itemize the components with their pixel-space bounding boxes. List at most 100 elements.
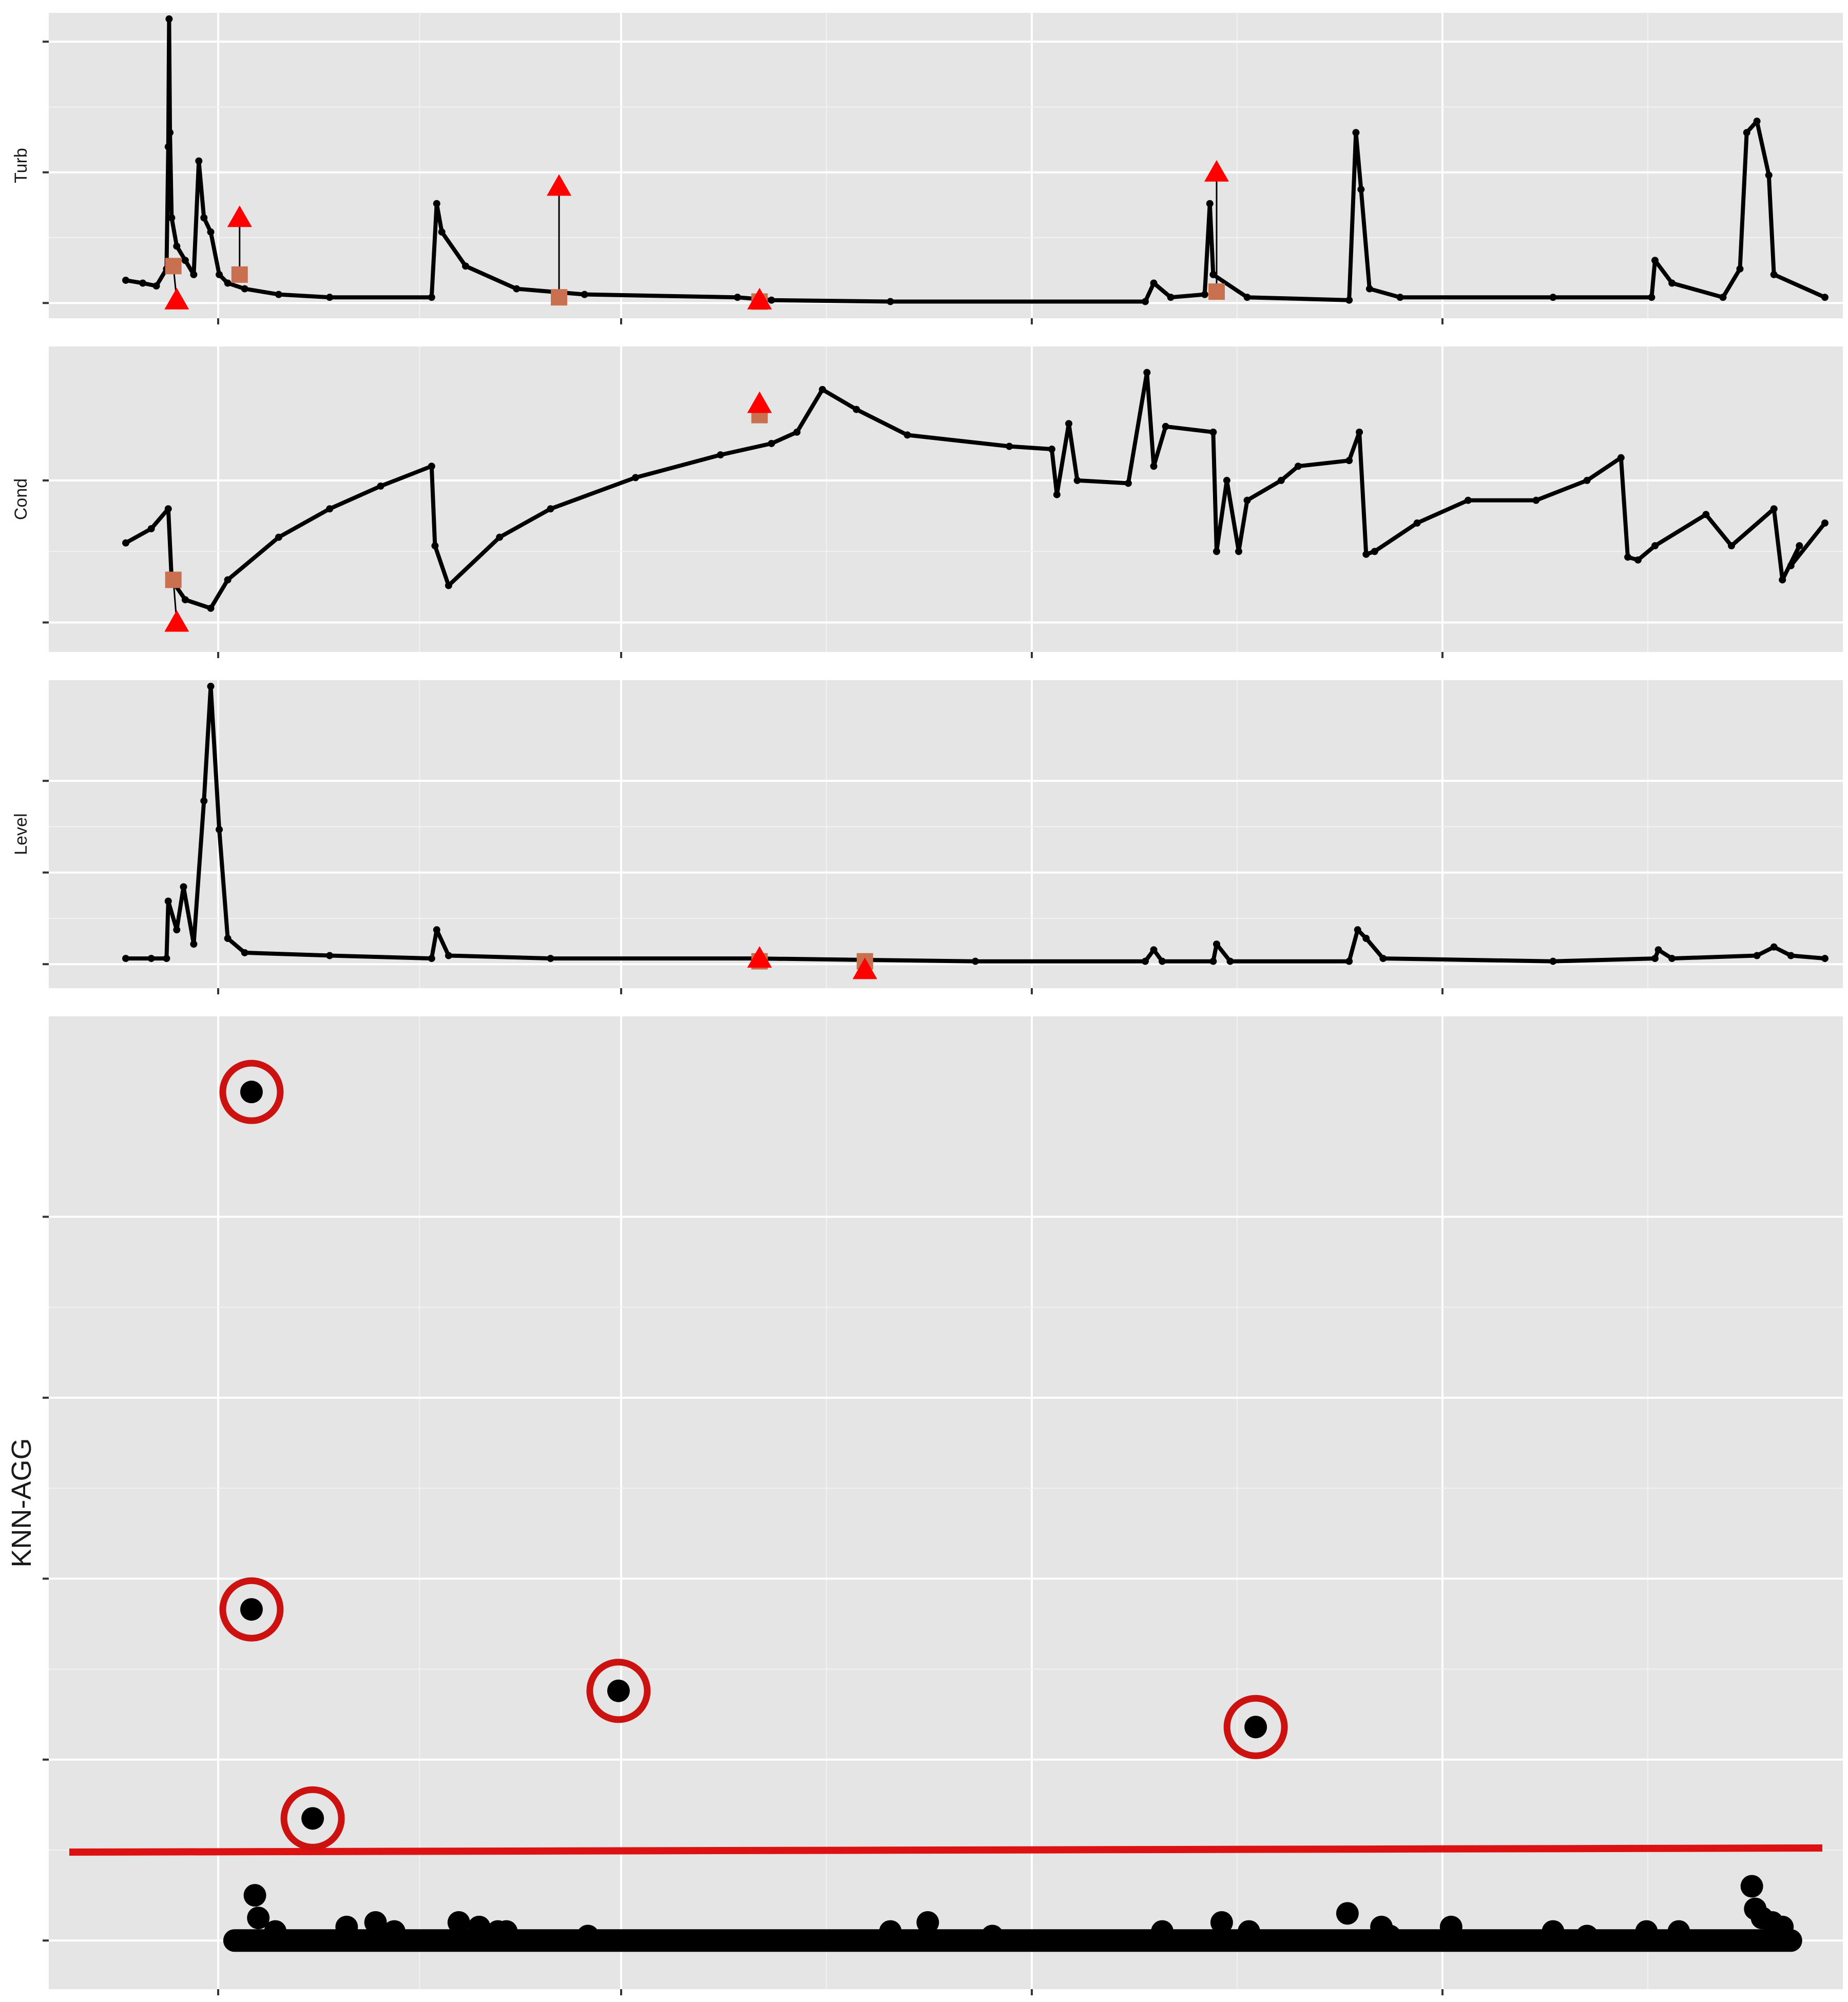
series-point (1357, 185, 1365, 193)
series-point (1142, 957, 1149, 965)
series-point (853, 406, 860, 413)
series-point (1765, 171, 1773, 179)
panel-2: Cond (11, 346, 1843, 658)
series-point (207, 683, 215, 690)
series-point (1209, 957, 1217, 965)
outlier-circle (280, 1786, 345, 1851)
series-point (147, 955, 155, 962)
series-point (1150, 279, 1158, 287)
score-point (1378, 1924, 1401, 1948)
score-point (447, 1911, 470, 1934)
y-axis-label: Turb (11, 148, 31, 183)
outlier-point (607, 1679, 630, 1702)
series-point (1201, 291, 1208, 298)
score-point (1336, 1902, 1359, 1925)
series-point (1753, 952, 1761, 959)
series-point (428, 955, 435, 962)
series-point (1727, 542, 1735, 550)
series-point (224, 935, 232, 942)
series-point (433, 926, 440, 934)
series-point (216, 826, 223, 833)
series-point (1821, 955, 1828, 962)
series-point (1770, 271, 1778, 278)
series-point (224, 576, 232, 584)
series-point (462, 262, 469, 270)
series-point (326, 952, 334, 959)
triangle-marker (164, 610, 189, 632)
series-point (1651, 257, 1659, 264)
series-point (1770, 943, 1778, 951)
series-point (1651, 542, 1659, 550)
score-point (1635, 1920, 1658, 1943)
series-point (1549, 294, 1557, 301)
series-point (1053, 491, 1061, 498)
triangle-marker (852, 957, 877, 979)
series-point (1142, 298, 1149, 305)
score-point (243, 1884, 266, 1907)
series-point (1294, 463, 1302, 470)
panel-4: KNN-AGG (6, 1016, 1843, 1995)
series-point (1235, 548, 1243, 555)
series-point (1787, 562, 1795, 569)
series-point (1206, 200, 1214, 207)
score-point (1575, 1924, 1599, 1948)
series-point (1379, 955, 1387, 962)
series-point (216, 271, 223, 278)
series-point (224, 279, 232, 287)
score-point (981, 1924, 1004, 1948)
series-point (1143, 369, 1151, 376)
series-point (1532, 496, 1540, 504)
series-point (1073, 476, 1081, 484)
square-marker (551, 289, 568, 306)
series-point (1226, 957, 1234, 965)
series-point (433, 200, 440, 207)
panel-background (49, 680, 1843, 988)
outlier-point (240, 1598, 263, 1621)
series-point (1743, 129, 1750, 137)
triangle-marker (1204, 160, 1229, 182)
score-point (247, 1907, 270, 1930)
series-point (1362, 935, 1370, 942)
series-point (200, 214, 208, 222)
series-point (767, 439, 775, 447)
series-point (164, 897, 172, 905)
series-point (1354, 926, 1361, 934)
series-point (1779, 576, 1786, 584)
score-point (382, 1920, 406, 1943)
series-point (181, 596, 189, 604)
series-point (1413, 519, 1421, 527)
series-point (819, 386, 826, 393)
series-point (241, 285, 248, 293)
score-point (916, 1911, 939, 1934)
series-point (431, 542, 439, 550)
series-point (1821, 294, 1828, 301)
series-point (445, 952, 452, 959)
series-point (1150, 463, 1158, 470)
series-point (173, 926, 181, 934)
series-point (1753, 118, 1761, 125)
series-point (1124, 479, 1132, 487)
series-point (1719, 294, 1727, 301)
triangle-marker (227, 205, 252, 227)
series-point (1702, 511, 1710, 518)
series-point (1209, 271, 1217, 278)
score-point (1667, 1920, 1690, 1943)
score-point (1237, 1920, 1260, 1943)
series-point (1356, 428, 1363, 436)
series-point (1617, 454, 1625, 461)
series-point (1150, 946, 1158, 954)
series-point (1634, 556, 1642, 564)
series-point (1821, 519, 1828, 527)
y-axis-label: Level (11, 813, 31, 855)
outlier-circle (586, 1659, 651, 1723)
series-point (1464, 496, 1472, 504)
outlier-point (301, 1807, 324, 1830)
outlier-point (240, 1081, 263, 1104)
series-point (547, 505, 554, 513)
series-point (793, 428, 801, 436)
series-point (163, 955, 170, 962)
series-point (1065, 420, 1073, 428)
score-point (468, 1915, 491, 1938)
series-point (1396, 294, 1404, 301)
